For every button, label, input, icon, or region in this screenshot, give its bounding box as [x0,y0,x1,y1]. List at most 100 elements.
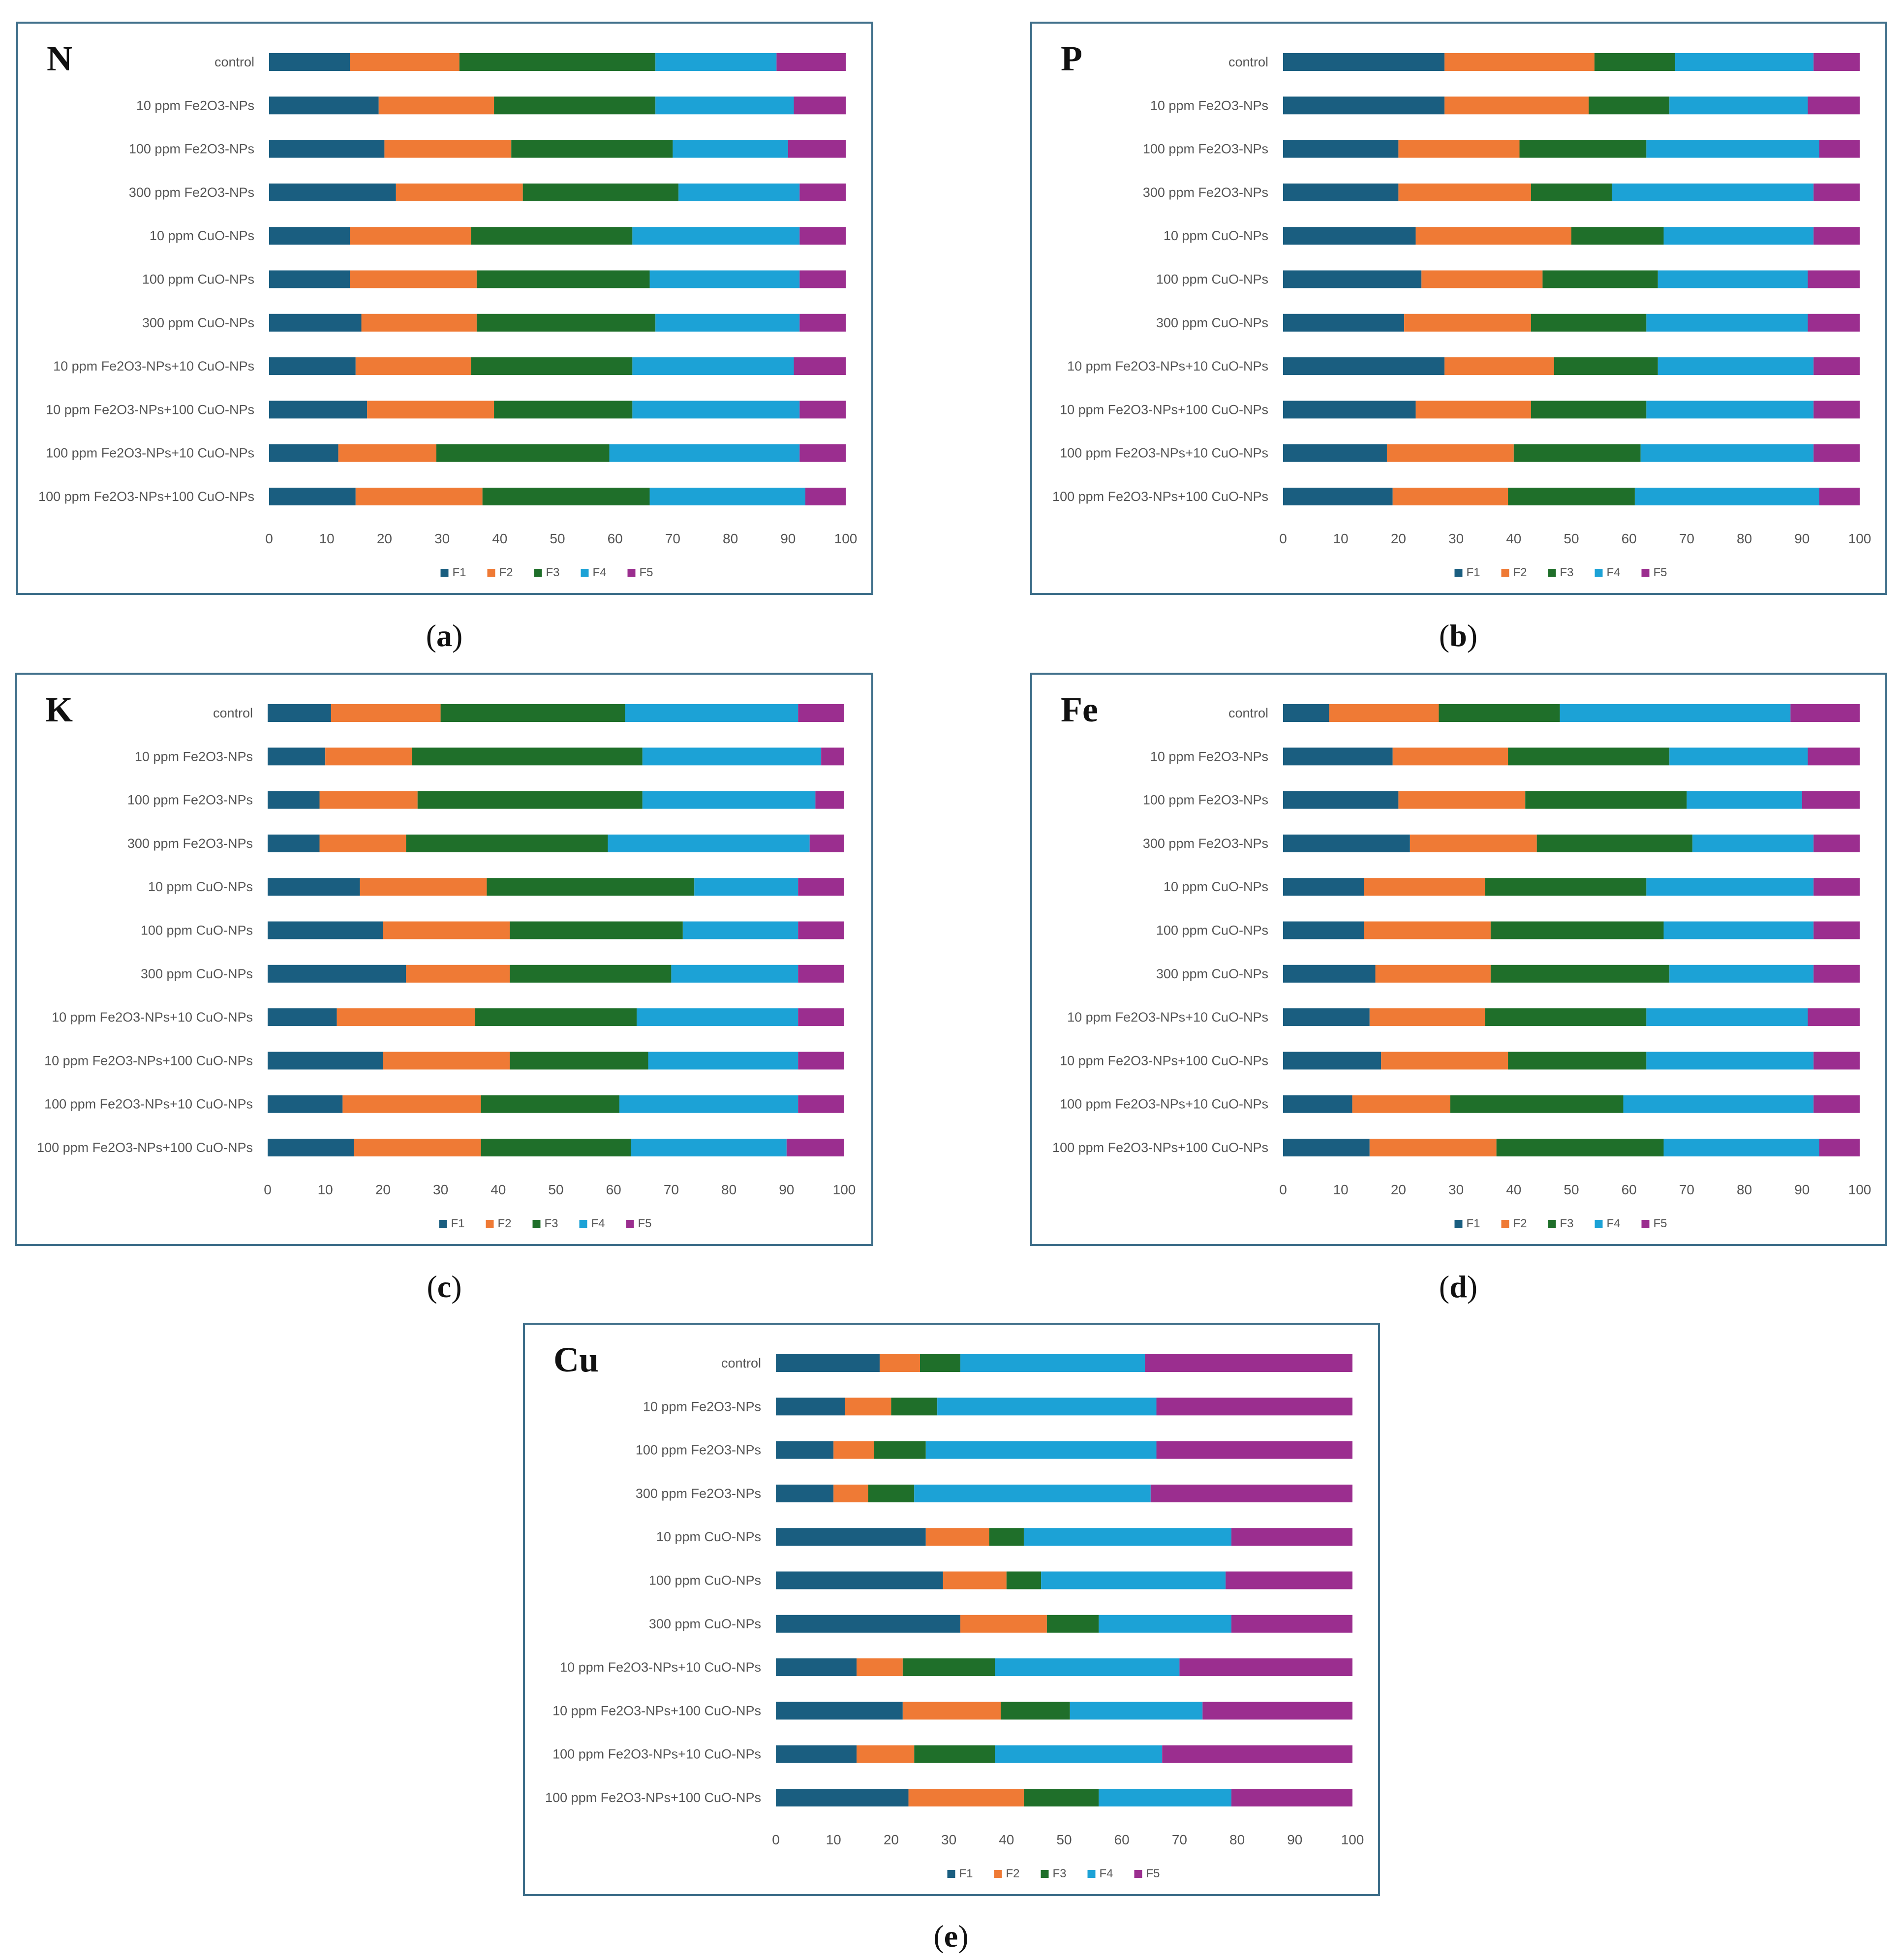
x-tick-label: 20 [1391,531,1406,546]
legend-swatch-f3 [532,1220,541,1228]
bar-segment-f2 [355,357,471,375]
bar-segment-f4 [1623,1095,1814,1113]
x-tick-label: 100 [1341,1832,1364,1847]
bar-segment-f1 [269,488,356,505]
bar-segment-f1 [1283,53,1445,71]
x-tick-label: 10 [318,1182,333,1197]
panel-letter: Fe [1061,690,1098,729]
chart-panel-c: K control 10 ppm Fe2O3-NPs 100 ppm Fe2O3-N… [15,673,873,1246]
bar-segment-f2 [960,1615,1047,1633]
bar-segment-f3 [1006,1571,1042,1589]
legend-label: F4 [1607,566,1621,579]
legend-swatch-f4 [1087,1870,1096,1878]
bar-segment-f5 [1802,791,1860,809]
bar-segment-f3 [1589,96,1670,115]
bar-segment-f2 [1386,444,1514,462]
bar-segment-f4 [1646,1052,1814,1070]
bar-segment-f2 [1352,1095,1450,1113]
bar-segment-f3 [471,227,633,245]
bar-segment-f5 [794,96,846,115]
bar-segment-f5 [1808,96,1860,115]
x-tick-label: 90 [779,1182,794,1197]
x-tick-label: 10 [1333,1182,1349,1197]
bar-segment-f1 [269,227,350,245]
bar-segment-f2 [1398,791,1526,809]
bar-segment-f1 [269,53,350,71]
x-tick-label: 70 [1679,1182,1694,1197]
caption-a: (a) [426,618,463,653]
bar-segment-f2 [331,704,441,722]
x-tick-label: 40 [1506,531,1521,546]
x-tick-label: 70 [665,531,680,546]
bar-segment-f3 [989,1528,1024,1546]
x-tick-label: 80 [1229,1832,1245,1847]
bar-segment-f4 [1675,53,1814,71]
bar-segment-f2 [350,270,477,288]
legend-swatch-f2 [994,1870,1002,1878]
bar-segment-f1 [268,704,331,722]
bar-segment-f4 [1041,1571,1226,1589]
bar-segment-f3 [481,1095,619,1113]
legend-label: F3 [1053,1867,1067,1880]
bar-segment-f5 [1813,964,1860,983]
category-label: 100 ppm Fe2O3-NPs+10 CuO-NPs [1060,1097,1268,1112]
bar-segment-f3 [510,1052,648,1070]
caption-letter: a [436,618,452,653]
category-label: 100 ppm Fe2O3-NPs [1143,793,1268,808]
category-label: 10 ppm Fe2O3-NPs+100 CuO-NPs [1060,1053,1268,1068]
bar-segment-f4 [937,1398,1157,1416]
legend-swatch-f5 [627,569,636,577]
bar-segment-f2 [1444,96,1589,115]
x-tick-label: 20 [1391,1182,1406,1197]
legend-swatch-f1 [439,1220,447,1228]
x-tick-label: 50 [548,1182,563,1197]
x-tick-label: 90 [1794,531,1810,546]
category-label: 10 ppm Fe2O3-NPs [1150,98,1268,113]
chart-panel-a: N control 10 ppm Fe2O3-NPs 100 ppm Fe2O3-N… [16,22,873,595]
bar-segment-f3 [1508,1052,1647,1070]
bar-segment-f1 [268,878,360,896]
legend-swatch-f4 [581,569,589,577]
legend-swatch-f3 [1548,1220,1556,1228]
bar-segment-f4 [609,444,800,462]
x-tick-label: 90 [1794,1182,1810,1197]
bar-segment-f3 [868,1484,915,1502]
bar-segment-f3 [1531,313,1647,332]
bar-segment-f4 [995,1745,1163,1763]
bar-segment-f4 [1687,791,1802,809]
bar-segment-f5 [799,313,846,332]
x-tick-label: 90 [780,531,796,546]
bar-segment-f3 [914,1745,995,1763]
bar-segment-f3 [471,357,633,375]
x-tick-label: 10 [1333,531,1349,546]
bar-segment-f1 [269,313,362,332]
category-label: 100 ppm Fe2O3-NPs+100 CuO-NPs [37,1140,253,1155]
bar-segment-f4 [648,1052,798,1070]
bar-segment-f4 [1657,270,1808,288]
bar-segment-f4 [1646,878,1814,896]
legend-swatch-f2 [1501,569,1509,577]
legend-label: F5 [1654,1217,1667,1230]
bar-segment-f5 [1145,1354,1352,1372]
bar-segment-f4 [1099,1789,1231,1806]
bar-segment-f4 [960,1354,1145,1372]
legend-swatch-f5 [1641,569,1650,577]
bar-segment-f3 [459,53,656,71]
x-tick-label: 20 [377,531,392,546]
bar-segment-f5 [1813,921,1860,939]
bar-segment-f4 [1560,704,1791,722]
legend-label: F5 [1146,1867,1160,1880]
bar-segment-f1 [1283,444,1387,462]
x-tick-label: 80 [721,1182,736,1197]
bar-segment-f5 [1813,227,1860,245]
bar-segment-f1 [1283,401,1416,419]
category-label: 300 ppm Fe2O3-NPs [1143,185,1268,200]
category-label: 10 ppm Fe2O3-NPs [136,98,254,113]
bar-segment-f5 [1813,1052,1860,1070]
bar-segment-f5 [1813,834,1860,852]
bar-segment-f2 [406,964,510,983]
category-label: control [215,55,254,69]
x-tick-label: 20 [375,1182,391,1197]
x-tick-label: 70 [1679,531,1694,546]
bar-segment-f3 [1439,704,1560,722]
